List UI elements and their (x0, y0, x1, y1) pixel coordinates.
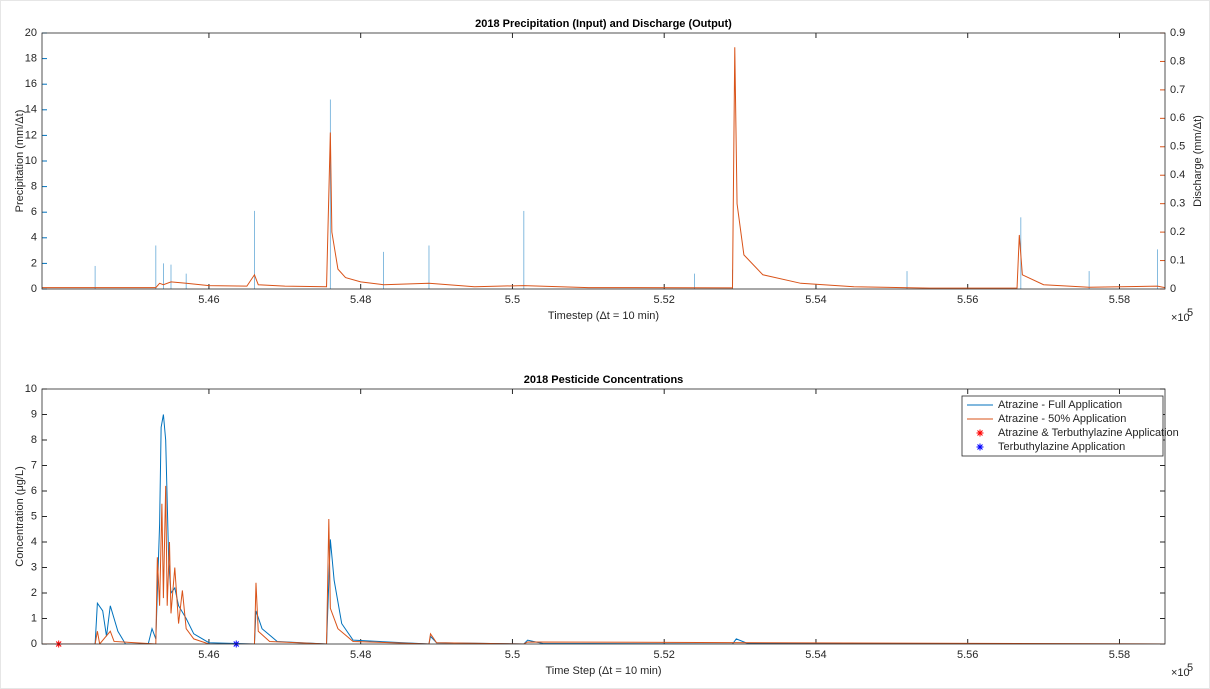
y-tick-label: 6 (31, 206, 37, 218)
x-tick-label: 5.58 (1109, 649, 1130, 661)
x-tick-label: 5.48 (350, 649, 371, 661)
y-axis-label: Precipitation (mm/Δt) (14, 110, 26, 213)
axes-box (41, 32, 1166, 290)
y-tick-label: 9 (31, 408, 37, 420)
series-layer (42, 47, 1165, 289)
x-tick-label: 5.46 (198, 649, 219, 661)
x-tick-label: 5.58 (1109, 294, 1130, 306)
y2-tick-label: 0.6 (1170, 112, 1185, 124)
x-multiplier-exponent: 5 (1187, 307, 1193, 319)
x-tick-label: 5.48 (350, 294, 371, 306)
y-tick-label: 4 (31, 536, 37, 548)
x-tick-label: 5.5 (505, 649, 520, 661)
x-multiplier: ×10 (1171, 667, 1190, 679)
y2-axis-label: Discharge (mm/Δt) (1192, 115, 1204, 207)
y-tick-label: 20 (25, 27, 37, 39)
y2-tick-label: 0.8 (1170, 55, 1185, 67)
legend-symbol (976, 443, 984, 451)
y-tick-label: 6 (31, 485, 37, 497)
y2-tick-label: 0 (1170, 283, 1176, 295)
x-tick-label: 5.56 (957, 649, 978, 661)
y2-tick-label: 0.5 (1170, 141, 1185, 153)
y-tick-label: 14 (25, 104, 37, 116)
chart-title: 2018 Pesticide Concentrations (524, 374, 684, 386)
y-tick-label: 5 (31, 510, 37, 522)
y-tick-label: 16 (25, 78, 37, 90)
legend-label: Atrazine - 50% Application (998, 413, 1126, 425)
x-multiplier: ×10 (1171, 312, 1190, 324)
y-tick-label: 0 (31, 283, 37, 295)
plot-area (42, 33, 1165, 289)
x-tick-label: 5.5 (505, 294, 520, 306)
chart-title: 2018 Precipitation (Input) and Discharge… (475, 18, 732, 30)
y2-tick-label: 0.3 (1170, 198, 1185, 210)
x-multiplier-exponent: 5 (1187, 662, 1193, 674)
y-tick-label: 1 (31, 612, 37, 624)
series-line (42, 485, 1165, 644)
x-axis-label: Time Step (Δt = 10 min) (545, 665, 661, 677)
series-layer (42, 414, 1165, 644)
y-tick-label: 8 (31, 181, 37, 193)
y-tick-label: 10 (25, 155, 37, 167)
x-tick-label: 5.56 (957, 294, 978, 306)
y-tick-label: 2 (31, 257, 37, 269)
x-tick-label: 5.54 (805, 294, 826, 306)
y-tick-label: 4 (31, 232, 37, 244)
y-tick-label: 2 (31, 587, 37, 599)
y2-tick-label: 0.9 (1170, 27, 1185, 39)
y2-tick-label: 0.7 (1170, 84, 1185, 96)
x-tick-label: 5.46 (198, 294, 219, 306)
y-tick-label: 12 (25, 129, 37, 141)
y-tick-label: 0 (31, 638, 37, 650)
y2-tick-label: 0.1 (1170, 254, 1185, 266)
y2-tick-label: 0.4 (1170, 169, 1185, 181)
x-tick-label: 5.54 (805, 649, 826, 661)
legend-symbol (976, 429, 984, 437)
y-tick-label: 7 (31, 459, 37, 471)
x-tick-label: 5.52 (653, 294, 674, 306)
axes-box (41, 388, 1166, 645)
y-tick-label: 18 (25, 53, 37, 65)
legend-label: Atrazine - Full Application (998, 399, 1122, 411)
y-tick-label: 3 (31, 561, 37, 573)
x-tick-label: 5.52 (653, 649, 674, 661)
x-axis-label: Timestep (Δt = 10 min) (548, 310, 659, 322)
y-tick-label: 10 (25, 383, 37, 395)
y-axis-label: Concentration (μg/L) (14, 466, 26, 567)
y-tick-label: 8 (31, 434, 37, 446)
series-line (42, 47, 1165, 289)
legend-box (961, 395, 1164, 457)
y2-tick-label: 0.2 (1170, 226, 1185, 238)
legend-label: Terbuthylazine Application (998, 441, 1125, 453)
legend-label: Atrazine & Terbuthylazine Application (998, 427, 1179, 439)
